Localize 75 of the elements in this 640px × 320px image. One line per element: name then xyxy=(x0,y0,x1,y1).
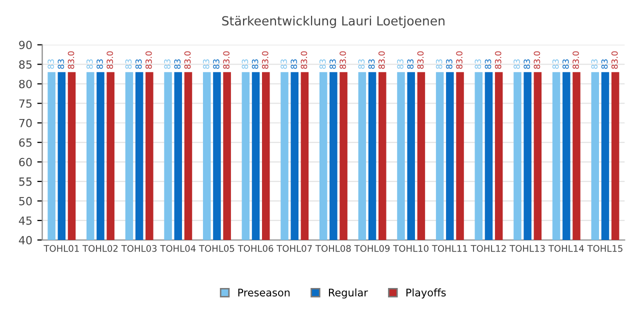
x-tick-label: TOHL14 xyxy=(548,245,584,252)
y-tick-label: 50 xyxy=(19,196,32,206)
data-label: 83 xyxy=(174,59,181,69)
data-label: 83 xyxy=(164,59,170,69)
data-label: 83.0 xyxy=(417,51,424,69)
y-tick-label: 55 xyxy=(19,178,32,186)
data-label: 83 xyxy=(252,59,258,69)
data-label: 83 xyxy=(48,59,54,69)
y-tick-label: 80 xyxy=(19,80,32,88)
x-tick-label: TOHL07 xyxy=(276,245,312,252)
x-tick-label: TOHL06 xyxy=(238,245,274,252)
x-tick-label: TOHL05 xyxy=(198,245,234,252)
y-tick-label: 75 xyxy=(19,99,32,108)
data-label: 83.0 xyxy=(184,51,191,69)
data-label: 83.0 xyxy=(106,51,113,69)
chart-title: Stärkeentwicklung Lauri Loetjoenen xyxy=(222,16,444,28)
data-label: 83 xyxy=(601,59,608,69)
data-label: 83 xyxy=(86,59,93,69)
data-label: 83.0 xyxy=(340,51,346,69)
data-label: 83 xyxy=(135,59,142,69)
data-label: 83 xyxy=(96,59,103,69)
data-label: 83 xyxy=(319,59,326,69)
data-label: 83.0 xyxy=(300,51,308,69)
y-tick-label: 45 xyxy=(18,216,32,225)
data-label: 83 xyxy=(125,59,132,69)
x-tick-label: TOHL15 xyxy=(587,245,622,252)
legend-label: Regular xyxy=(328,288,368,298)
data-label: 83 xyxy=(474,59,482,69)
data-label: 83 xyxy=(484,59,492,69)
data-label: 83.0 xyxy=(456,51,462,69)
x-tick-label: TOHL13 xyxy=(510,245,545,252)
y-tick-label: 90 xyxy=(19,40,32,50)
x-tick-label: TOHL11 xyxy=(432,245,468,252)
data-label: 83 xyxy=(562,59,569,69)
legend-label: Playoffs xyxy=(406,288,446,298)
y-tick-label: 60 xyxy=(19,158,32,166)
y-tick-label: 40 xyxy=(18,236,32,244)
legend-label: Preseason xyxy=(238,288,290,296)
x-tick-label: TOHL02 xyxy=(82,245,118,252)
data-label: 83 xyxy=(280,59,287,69)
data-label: 83 xyxy=(446,59,452,69)
data-label: 83 xyxy=(330,59,336,69)
x-tick-label: TOHL10 xyxy=(393,245,428,252)
x-tick-label: TOHL04 xyxy=(160,245,196,252)
y-tick-label: 85 xyxy=(19,60,32,69)
data-label: 83 xyxy=(397,59,404,69)
x-tick-label: TOHL03 xyxy=(121,245,157,252)
data-label: 83 xyxy=(368,59,375,69)
data-label: 83.0 xyxy=(68,51,74,69)
data-label: 83 xyxy=(436,59,442,69)
data-label: 83.0 xyxy=(572,51,579,69)
data-label: 83.0 xyxy=(611,51,618,69)
data-label: 83.0 xyxy=(262,51,268,69)
data-label: 83 xyxy=(591,59,598,69)
data-label: 83.0 xyxy=(494,51,502,69)
x-tick-label: TOHL01 xyxy=(44,245,79,252)
data-label: 83 xyxy=(242,59,248,69)
data-label: 83 xyxy=(552,59,559,69)
data-label: 83 xyxy=(58,59,64,69)
x-tick-label: TOHL12 xyxy=(470,245,506,252)
x-tick-label: TOHL08 xyxy=(315,245,351,252)
y-tick-label: 65 xyxy=(19,138,32,147)
y-tick-label: 70 xyxy=(19,118,32,128)
data-label: 83.0 xyxy=(146,51,152,69)
data-label: 83 xyxy=(524,59,530,69)
data-label: 83.0 xyxy=(534,51,540,69)
data-label: 83.0 xyxy=(378,51,385,69)
data-label: 83 xyxy=(407,59,414,69)
data-label: 83 xyxy=(202,59,210,69)
data-label: 83 xyxy=(213,59,220,69)
data-label: 83.0 xyxy=(223,51,230,69)
data-label: 83 xyxy=(290,59,298,69)
data-label: 83 xyxy=(358,59,365,69)
data-label: 83 xyxy=(514,59,520,69)
x-tick-label: TOHL09 xyxy=(354,245,390,252)
